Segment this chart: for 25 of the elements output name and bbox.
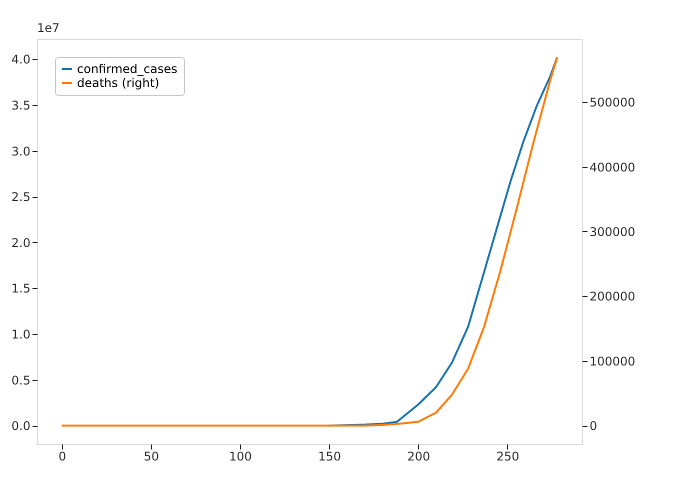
x-tick-label: 50 xyxy=(144,450,160,464)
y-tick-label: 1.5 xyxy=(11,282,30,296)
y-tick-label: 4.0 xyxy=(11,52,30,67)
legend-label: deaths (right) xyxy=(77,76,160,90)
y-tick-label: 0.0 xyxy=(11,419,30,434)
x-tick-label: 0 xyxy=(58,450,66,464)
y2-tick-label: 0 xyxy=(590,419,598,434)
y2-tick-label: 200000 xyxy=(590,290,636,304)
text: 1e7 xyxy=(37,21,60,35)
y-tick-label: 3.5 xyxy=(11,98,30,113)
y2-tick-label: 100000 xyxy=(590,354,636,368)
y-tick-label: 1.0 xyxy=(11,328,30,342)
y2-tick-label: 400000 xyxy=(590,160,636,174)
line-series xyxy=(60,56,558,427)
x-tick-label: 100 xyxy=(229,450,252,464)
y2-tick-label: 500000 xyxy=(590,96,636,110)
y-tick-label: 2.0 xyxy=(11,236,30,250)
y2-tick-label: 300000 xyxy=(590,224,636,239)
x-tick-label: 250 xyxy=(496,450,520,464)
y-tick-label: 3.0 xyxy=(11,144,30,158)
x-tick-label: 150 xyxy=(318,450,342,464)
y-tick-label: 2.5 xyxy=(11,190,30,204)
x-tick-label: 200 xyxy=(407,450,430,464)
y-tick-label: 0.5 xyxy=(11,373,30,388)
legend-label: confirmed_cases xyxy=(77,62,178,76)
